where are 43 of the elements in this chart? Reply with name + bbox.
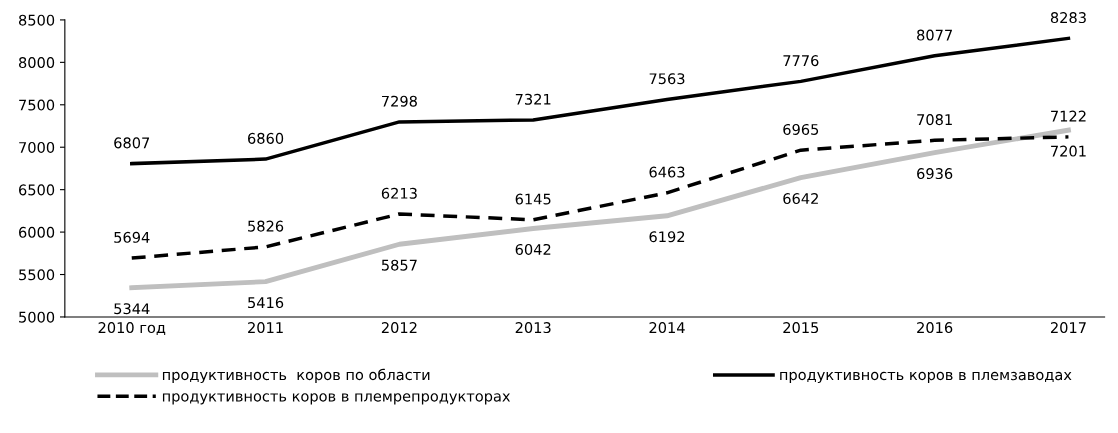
y-tick-label: 5500 <box>19 269 55 281</box>
legend-label: продуктивность коров в племзаводах <box>780 371 1072 384</box>
x-tick-label: 2011 <box>248 322 283 334</box>
data-label: 8077 <box>917 29 952 41</box>
data-label: 6860 <box>248 132 284 144</box>
data-label: 7321 <box>515 93 551 105</box>
data-label: 6463 <box>649 166 685 178</box>
data-label: 6145 <box>515 193 551 205</box>
legend-label: продуктивность коров в племрепродукторах <box>162 393 511 405</box>
x-tick-label: 2014 <box>649 322 685 334</box>
data-label: 7201 <box>1051 145 1086 157</box>
data-label: 7563 <box>649 73 685 85</box>
x-tick-label: 2012 <box>381 322 417 334</box>
x-tick-label: 2016 <box>917 322 953 334</box>
data-label: 6807 <box>114 137 150 149</box>
data-label: 7122 <box>1051 110 1086 122</box>
data-label: 6213 <box>381 187 417 199</box>
y-tick-label: 8500 <box>19 14 55 26</box>
y-tick-label: 8000 <box>19 57 55 69</box>
x-tick-label: 2017 <box>1050 322 1086 334</box>
data-label: 5416 <box>248 297 284 309</box>
y-tick-label: 7500 <box>19 99 55 111</box>
y-tick-label: 7000 <box>19 141 55 153</box>
data-label: 5826 <box>248 220 284 232</box>
y-tick-label: 5000 <box>19 311 55 323</box>
legend-label: продуктивность коров по области <box>162 368 430 384</box>
data-label: 6936 <box>917 168 953 180</box>
x-tick-label: 2010 год <box>98 322 166 335</box>
data-label: 5857 <box>381 259 417 271</box>
y-tick-label: 6500 <box>19 184 55 196</box>
data-label: 6965 <box>783 123 819 135</box>
x-tick-label: 2013 <box>515 322 551 334</box>
x-tick-label: 2015 <box>783 322 819 334</box>
y-tick-label: 6000 <box>19 226 55 238</box>
data-label: 7081 <box>917 114 952 126</box>
data-label: 7776 <box>783 55 819 67</box>
data-label: 6042 <box>515 243 551 255</box>
data-label: 6642 <box>783 193 818 205</box>
data-label: 5694 <box>114 231 150 243</box>
data-label: 7298 <box>382 95 417 107</box>
data-label: 5344 <box>114 303 150 315</box>
data-label: 6192 <box>649 231 685 243</box>
data-label: 8283 <box>1050 12 1086 24</box>
